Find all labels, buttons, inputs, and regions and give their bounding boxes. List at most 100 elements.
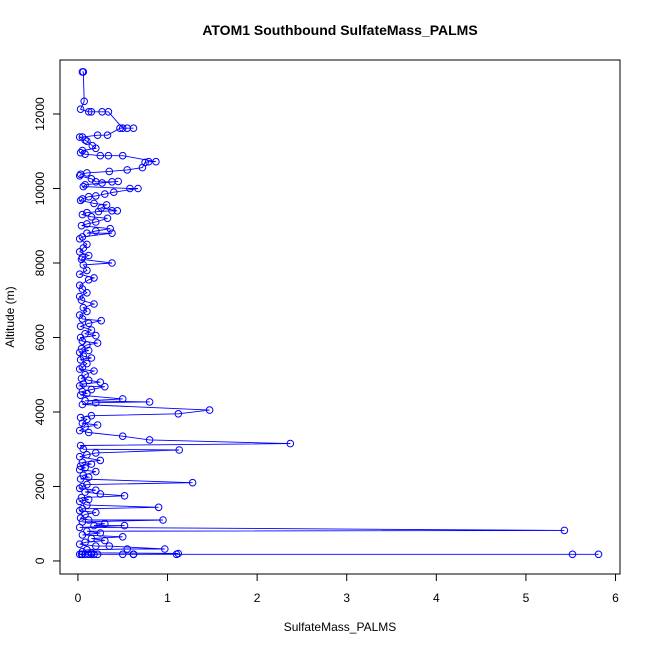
data-point (83, 415, 91, 424)
data-point (568, 550, 577, 559)
data-point (105, 167, 114, 176)
data-point (84, 108, 93, 116)
series-line (77, 71, 599, 555)
data-point (175, 446, 183, 454)
data-point (75, 270, 84, 279)
data-point (79, 261, 88, 269)
data-point (76, 475, 85, 483)
data-point (75, 235, 84, 243)
x-axis-label: SulfateMass_PALMS (284, 620, 397, 634)
y-tick-label: 6000 (33, 324, 47, 351)
data-point (76, 170, 85, 179)
data-point (81, 464, 89, 472)
data-point (123, 545, 131, 553)
data-point (77, 374, 86, 383)
data-point (76, 333, 85, 342)
data-point (154, 503, 163, 512)
data-point (161, 545, 169, 553)
data-point (118, 124, 127, 132)
data-point (145, 436, 154, 444)
data-point (79, 68, 88, 76)
data-point (78, 337, 87, 346)
data-point (103, 214, 112, 223)
data-point (78, 315, 87, 323)
y-axis: 0 2000 4000 6000 8000 10000 12000 (33, 97, 61, 564)
data-point (81, 330, 89, 338)
data-point (78, 210, 87, 219)
data-point (96, 529, 105, 537)
data-point (84, 495, 93, 504)
data-point (83, 341, 91, 349)
x-tick-label: 3 (343, 591, 350, 605)
data-point (87, 213, 96, 221)
data-point (83, 137, 91, 145)
data-point (84, 346, 93, 355)
data-point (98, 179, 106, 187)
data-point (83, 208, 91, 217)
data-point (90, 300, 98, 308)
x-tick-label: 2 (254, 591, 261, 605)
data-point (123, 166, 131, 174)
data-point (188, 478, 197, 487)
y-tick-label: 4000 (33, 398, 47, 425)
data-point (101, 190, 109, 198)
data-point (78, 531, 87, 539)
data-point (75, 311, 84, 319)
data-point (78, 285, 87, 293)
data-point (75, 292, 84, 301)
data-point (87, 550, 96, 559)
y-tick-label: 8000 (33, 249, 47, 276)
data-point (81, 510, 89, 519)
data-point (87, 460, 96, 468)
y-tick-label: 0 (33, 557, 47, 564)
data-point (113, 207, 122, 215)
data-point (76, 514, 85, 522)
data-point (76, 322, 85, 331)
data-point (77, 296, 86, 305)
x-tick-label: 1 (164, 591, 171, 605)
data-point (81, 181, 89, 189)
data-point (172, 550, 181, 559)
data-point (96, 378, 105, 387)
data-point (96, 456, 105, 465)
data-point (103, 131, 112, 139)
data-point (286, 439, 295, 448)
data-point (84, 276, 93, 284)
data-point (118, 395, 127, 403)
data-point (84, 319, 93, 328)
data-point (92, 508, 100, 517)
data-point (77, 493, 86, 502)
data-point (90, 550, 98, 559)
data-point (78, 400, 87, 409)
data-point (96, 151, 105, 160)
data-point (81, 538, 89, 547)
data-point (87, 326, 96, 334)
data-point (78, 387, 87, 396)
data-point (75, 465, 84, 474)
data-point (118, 550, 127, 559)
data-point (92, 467, 100, 476)
data-point (126, 184, 134, 193)
data-point (81, 150, 89, 158)
data-point (93, 421, 102, 429)
data-point (83, 480, 91, 489)
data-point (97, 316, 105, 325)
data-point (116, 124, 124, 132)
data-point (92, 398, 100, 407)
x-tick-label: 4 (433, 591, 440, 605)
data-point (92, 227, 100, 235)
chart-title: ATOM1 Southbound SulfateMass_PALMS (202, 22, 477, 38)
data-point (105, 542, 114, 550)
data-point (84, 428, 93, 437)
data-point (79, 182, 88, 191)
plot-frame (59, 59, 621, 575)
data-point (90, 274, 98, 282)
data-point (145, 398, 154, 406)
data-point (93, 339, 102, 347)
data-point (77, 221, 86, 230)
data-point (75, 426, 84, 435)
y-tick-label: 12000 (33, 97, 47, 131)
data-point (75, 365, 84, 373)
data-point (92, 486, 100, 495)
data-point (79, 445, 88, 454)
